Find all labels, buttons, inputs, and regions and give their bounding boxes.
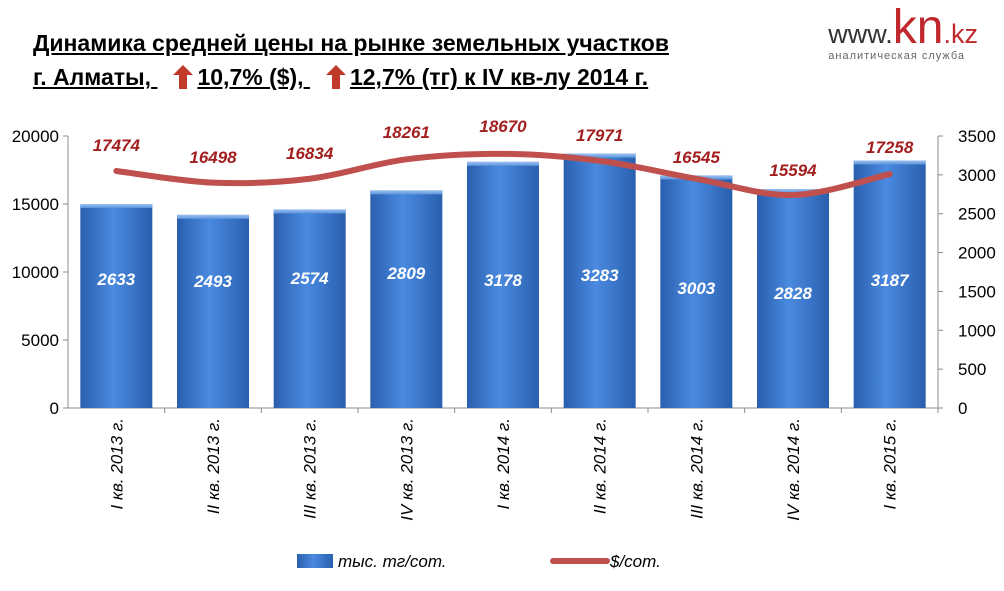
x-category-label: II кв. 2014 г.: [591, 418, 610, 514]
bar-top-highlight: [853, 160, 926, 165]
y-right-tick-label: 500: [958, 360, 986, 379]
legend-bar-swatch: [297, 554, 333, 568]
usd-price-line: [113, 150, 893, 199]
line-data-label: 18261: [383, 123, 430, 142]
bar-data-label: 3003: [677, 279, 715, 298]
title-kzt-change: 12,7% (тг) к IV кв-лу 2014 г.: [349, 64, 649, 90]
bar-data-label: 2493: [193, 272, 232, 291]
line-data-label: 16498: [189, 148, 237, 167]
line-data-label: 15594: [769, 161, 817, 180]
bar-data-label: 3178: [484, 271, 522, 290]
bar-top-highlight: [80, 204, 153, 208]
logo-suffix: .kz: [943, 19, 978, 49]
title-text: Динамика средней цены на рынке земельных…: [33, 30, 669, 56]
y-right-tick-label: 3000: [958, 166, 996, 185]
y-left-tick-label: 10000: [12, 263, 59, 282]
x-category-label: III кв. 2013 г.: [301, 418, 320, 519]
bar: [563, 153, 636, 408]
logo-prefix: www.: [828, 19, 893, 49]
bar-top-highlight: [370, 190, 443, 195]
line-data-label: 18670: [479, 117, 527, 136]
y-right-tick-label: 3500: [958, 127, 996, 146]
bar: [370, 190, 443, 408]
logo-tagline: аналитическая служба: [828, 50, 966, 62]
chart-title-line-2: г. Алматы, 10,7% ($), 12,7% (тг) к IV кв…: [33, 64, 648, 95]
legend-line-label: $/сот.: [609, 552, 661, 571]
title-city: г. Алматы,: [33, 64, 152, 90]
bar-top-highlight: [467, 161, 539, 166]
y-right-tick-label: 2500: [958, 205, 996, 224]
red-up-arrow-icon: [173, 65, 194, 95]
y-right-tick-label: 1500: [958, 282, 996, 301]
kn-logo: www.kn.kz аналитическая служба: [828, 4, 978, 63]
red-up-arrow-icon: [325, 65, 346, 95]
x-category-label: I кв. 2013 г.: [107, 418, 126, 509]
bar-top-highlight: [177, 214, 249, 219]
x-category-label: III кв. 2014 г.: [687, 418, 706, 519]
x-category-label: I кв. 2015 г.: [881, 418, 900, 509]
bar-data-label: 2809: [386, 264, 425, 283]
bar: [467, 161, 539, 408]
bar-data-label: 2574: [290, 269, 329, 288]
y-right-tick-label: 2000: [958, 244, 996, 263]
bar-data-label: 2828: [773, 284, 812, 303]
line-data-label: 17258: [866, 138, 914, 157]
y-right-tick-label: 1000: [958, 321, 996, 340]
y-left-tick-label: 15000: [12, 195, 59, 214]
logo-brand: kn: [892, 1, 944, 54]
bar-data-label: 3187: [871, 271, 910, 290]
y-left-tick-label: 5000: [21, 331, 59, 350]
bar: [853, 160, 926, 408]
line-data-label: 17971: [576, 126, 623, 145]
bar-top-highlight: [273, 209, 346, 214]
bar-data-label: 3283: [581, 266, 619, 285]
chart-title-line-1: Динамика средней цены на рынке земельных…: [33, 30, 669, 57]
bar-data-label: 2633: [96, 270, 135, 289]
bar: [660, 175, 733, 408]
bar: [757, 189, 829, 408]
line-data-label: 17474: [93, 136, 141, 155]
bar: [177, 214, 249, 408]
x-category-label: II кв. 2013 г.: [204, 418, 223, 514]
bar: [273, 209, 346, 408]
x-category-label: IV кв. 2013 г.: [397, 418, 416, 521]
x-category-label: IV кв. 2014 г.: [784, 418, 803, 521]
title-usd-change: 10,7% ($),: [197, 64, 304, 90]
y-right-tick-label: 0: [958, 399, 967, 418]
legend-bar-label: тыс. тг/сот.: [338, 552, 447, 571]
bar-top-highlight: [757, 189, 829, 194]
line-data-label: 16834: [286, 144, 334, 163]
x-category-label: I кв. 2014 г.: [494, 418, 513, 509]
bar-top-highlight: [563, 153, 636, 158]
bar: [80, 204, 153, 408]
logo-wordmark: www.kn.kz: [828, 4, 978, 52]
line-data-label: 16545: [673, 148, 721, 167]
y-left-tick-label: 0: [50, 399, 59, 418]
y-left-tick-label: 20000: [12, 127, 59, 146]
